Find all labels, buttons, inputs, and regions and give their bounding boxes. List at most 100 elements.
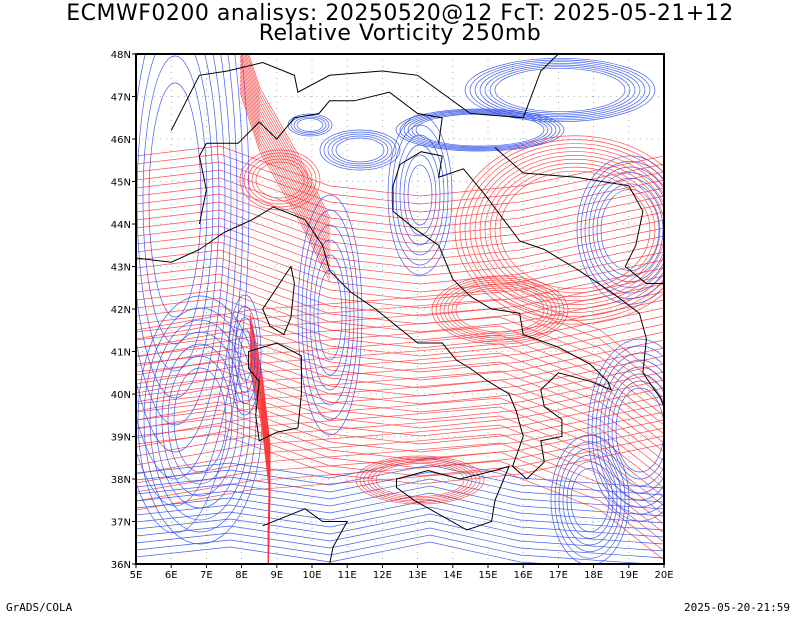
- contour-ring: [136, 54, 226, 426]
- contour-ring: [228, 294, 262, 416]
- contour-line: [136, 289, 664, 381]
- contour-ring: [407, 111, 553, 149]
- contour-ring: [403, 110, 557, 150]
- contour-ring: [447, 283, 553, 337]
- contour-line: [246, 54, 331, 223]
- lat-label: 36N: [111, 560, 131, 571]
- lat-label: 41N: [111, 348, 131, 359]
- contour-ring: [255, 161, 305, 199]
- lat-label: 43N: [111, 263, 131, 274]
- contour-line: [240, 54, 331, 243]
- title-line-1: ECMWF0200 analisys: 20250520@12 FcT: 202…: [66, 1, 734, 26]
- contour-ring: [136, 54, 232, 453]
- contour-ring: [489, 162, 661, 298]
- contour-ring: [391, 124, 449, 266]
- contour-line: [136, 415, 664, 507]
- contour-ring: [161, 343, 239, 497]
- contour-ring: [479, 62, 641, 118]
- lon-label: 17E: [549, 570, 568, 581]
- lon-label: 18E: [584, 570, 603, 581]
- corsica-coastline: [262, 265, 295, 336]
- contour-line: [248, 54, 331, 219]
- balkan-coastline: [438, 155, 664, 407]
- contour-line: [239, 91, 331, 283]
- lon-label: 12E: [373, 570, 392, 581]
- contour-ring: [309, 239, 351, 391]
- contour-ring: [142, 55, 208, 345]
- lon-label: 9E: [270, 570, 283, 581]
- contour-line: [136, 153, 664, 205]
- contour-ring: [499, 170, 651, 290]
- sardinia-coastline: [248, 342, 302, 442]
- contour-ring: [335, 137, 385, 163]
- contour-ring: [455, 287, 545, 333]
- contour-ring: [484, 158, 664, 302]
- contour-line: [136, 393, 664, 445]
- contour-line: [136, 534, 655, 564]
- contour-ring: [411, 112, 549, 148]
- contour-ring: [375, 463, 465, 497]
- contour-line: [136, 401, 664, 453]
- contour-ring: [484, 64, 636, 116]
- contour-line: [136, 385, 664, 437]
- vorticity-contours: [136, 54, 664, 564]
- contour-ring: [237, 328, 253, 382]
- contour-ring: [474, 61, 646, 119]
- contour-line: [136, 485, 664, 517]
- sicily-coastline: [396, 465, 510, 531]
- contour-line: [136, 313, 664, 365]
- contour-line: [136, 343, 664, 435]
- contour-line: [136, 241, 664, 293]
- contour-ring: [395, 108, 565, 152]
- lon-label: 16E: [514, 570, 533, 581]
- contour-ring: [331, 135, 389, 165]
- contour-line: [239, 87, 331, 279]
- contour-line: [239, 79, 331, 271]
- contour-line: [136, 177, 664, 229]
- contour-ring: [489, 66, 631, 114]
- lat-label: 47N: [111, 93, 131, 104]
- contour-ring: [454, 135, 664, 325]
- contour-ring: [587, 338, 664, 522]
- contour-ring: [327, 133, 393, 167]
- contour-line: [136, 201, 664, 253]
- contour-line: [239, 55, 331, 247]
- contour-line: [136, 329, 664, 381]
- contour-ring: [359, 457, 481, 503]
- lon-label: 19E: [619, 570, 638, 581]
- contour-ring: [592, 177, 664, 283]
- lon-label: 10E: [302, 570, 321, 581]
- contour-ring: [469, 147, 664, 313]
- contour-ring: [550, 434, 630, 564]
- contour-ring: [570, 467, 610, 533]
- contour-ring: [588, 172, 664, 288]
- contour-ring: [167, 355, 233, 485]
- contour-ring: [251, 158, 309, 202]
- contour-ring: [451, 285, 549, 335]
- contour-ring: [243, 152, 317, 208]
- contour-line: [136, 209, 664, 261]
- contour-ring: [155, 331, 245, 509]
- contour-ring: [591, 345, 664, 515]
- contour-line: [136, 217, 664, 269]
- contour-ring: [603, 366, 664, 494]
- lat-label: 48N: [111, 50, 131, 61]
- contour-ring: [439, 279, 561, 341]
- contour-ring: [407, 164, 433, 226]
- contour-line: [136, 433, 664, 485]
- contour-ring: [615, 387, 664, 473]
- contour-line: [136, 361, 664, 413]
- contour-ring: [580, 161, 664, 299]
- contour-line: [136, 527, 664, 559]
- contour-line: [239, 71, 331, 263]
- contour-ring: [595, 352, 664, 508]
- lon-label: 14E: [443, 570, 462, 581]
- lon-label: 6E: [165, 570, 178, 581]
- lon-label: 15E: [478, 570, 497, 581]
- contour-line: [136, 409, 664, 461]
- contour-ring: [136, 54, 250, 534]
- contour-ring: [494, 67, 626, 113]
- contour-line: [136, 321, 664, 373]
- contour-ring: [293, 116, 327, 134]
